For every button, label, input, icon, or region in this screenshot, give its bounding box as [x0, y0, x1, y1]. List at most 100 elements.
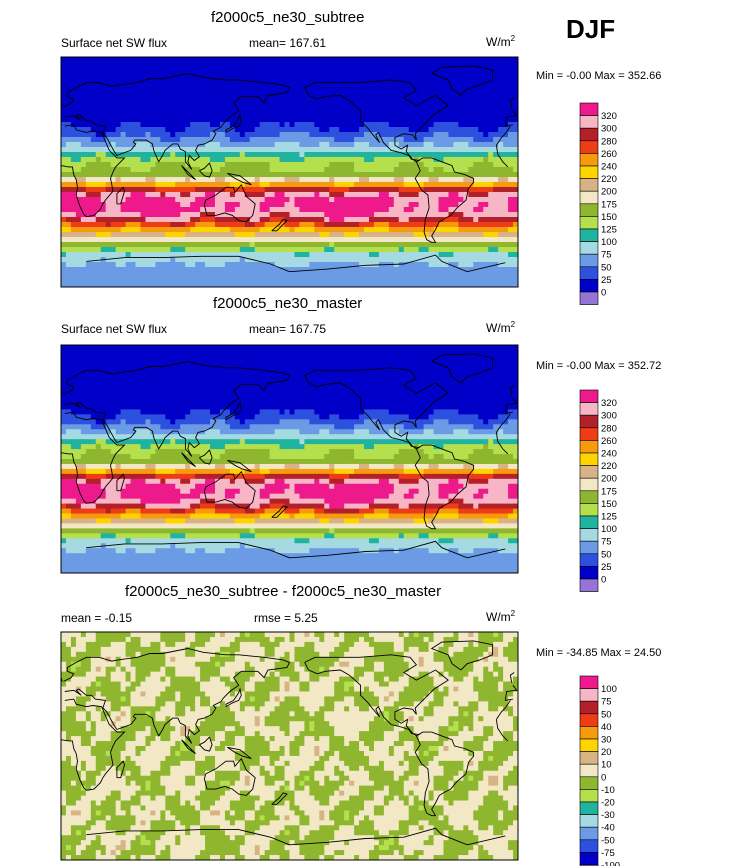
heatmap-cell [95, 107, 102, 113]
heatmap-cell [349, 97, 355, 103]
heatmap-cell [254, 262, 261, 268]
heatmap-cell [294, 247, 301, 253]
heatmap-cell [239, 172, 246, 178]
heatmap-cell [95, 252, 102, 258]
heatmap-cell [294, 152, 301, 158]
heatmap-cell [65, 217, 72, 223]
heatmap-cell [319, 107, 325, 113]
heatmap-cell [200, 359, 206, 366]
heatmap-cell [110, 364, 117, 371]
heatmap-cell [61, 82, 67, 88]
heatmap-cell [130, 282, 137, 287]
heatmap-cell [150, 349, 156, 356]
heatmap-cell [393, 227, 400, 233]
heatmap-cell [334, 107, 340, 113]
heatmap-cell [438, 217, 445, 223]
heatmap-cell [483, 167, 489, 173]
heatmap-cell [170, 132, 176, 138]
heatmap-cell [125, 379, 132, 386]
heatmap-cell [145, 62, 152, 68]
heatmap-cell [413, 62, 420, 68]
heatmap-cell [354, 187, 360, 193]
heatmap-cell [264, 62, 271, 68]
heatmap-cell [488, 237, 494, 243]
heatmap-cell [210, 282, 216, 287]
heatmap-cell [269, 207, 276, 213]
heatmap-cell [244, 192, 251, 198]
heatmap-cell [413, 242, 420, 248]
heatmap-cell [185, 152, 191, 158]
heatmap-cell [493, 167, 499, 173]
heatmap-cell [423, 282, 430, 287]
heatmap-cell [433, 349, 440, 356]
heatmap-cell [473, 162, 479, 168]
heatmap-cell [205, 354, 211, 361]
heatmap-cell [493, 177, 499, 183]
heatmap-cell [428, 262, 435, 268]
heatmap-cell [195, 217, 201, 223]
heatmap-cell [319, 217, 325, 223]
heatmap-cell [463, 102, 469, 108]
heatmap-cell [75, 217, 82, 223]
heatmap-cell [483, 267, 489, 273]
heatmap-cell [359, 237, 365, 243]
heatmap-cell [314, 364, 320, 371]
heatmap-cell [190, 142, 196, 148]
heatmap-cell [354, 237, 360, 243]
heatmap-cell [319, 187, 325, 193]
heatmap-cell [423, 152, 430, 158]
heatmap-cell [473, 207, 479, 213]
heatmap-cell [150, 277, 156, 283]
heatmap-cell [105, 207, 112, 213]
heatmap-cell [75, 192, 82, 198]
heatmap-cell [294, 72, 301, 78]
heatmap-cell [214, 132, 221, 138]
heatmap-cell [175, 374, 181, 381]
heatmap-cell [140, 217, 147, 223]
heatmap-cell [299, 67, 305, 73]
heatmap-cell [433, 62, 440, 68]
heatmap-cell [135, 87, 142, 93]
heatmap-cell [195, 177, 201, 183]
heatmap-cell [120, 87, 127, 93]
heatmap-cell [309, 122, 315, 128]
heatmap-cell [398, 192, 405, 198]
heatmap-cell [254, 162, 261, 168]
heatmap-cell [463, 202, 469, 208]
heatmap-cell [408, 242, 415, 248]
heatmap-cell [70, 187, 77, 193]
heatmap-cell [254, 277, 261, 283]
heatmap-cell [299, 242, 305, 248]
heatmap-cell [244, 282, 251, 287]
heatmap-cell [438, 72, 445, 78]
heatmap-cell [165, 177, 171, 183]
heatmap-cell [284, 142, 291, 148]
heatmap-cell [205, 152, 211, 158]
heatmap-cell [299, 379, 305, 386]
heatmap-cell [383, 112, 390, 118]
heatmap-cell [364, 137, 370, 143]
heatmap-cell [294, 262, 301, 268]
heatmap-cell [418, 252, 425, 258]
heatmap-cell [175, 257, 181, 263]
heatmap-cell [239, 202, 246, 208]
heatmap-cell [443, 97, 450, 103]
heatmap-cell [234, 157, 241, 163]
heatmap-cell [249, 97, 256, 103]
heatmap-cell [393, 354, 400, 361]
heatmap-cell [334, 172, 340, 178]
heatmap-cell [453, 217, 459, 223]
heatmap-cell [398, 172, 405, 178]
heatmap-cell [408, 137, 415, 143]
heatmap-cell [130, 374, 137, 381]
heatmap-cell [304, 137, 310, 143]
heatmap-cell [339, 197, 345, 203]
heatmap-cell [314, 147, 320, 153]
heatmap-cell [463, 107, 469, 113]
heatmap-cell [493, 142, 499, 148]
heatmap-cell [329, 112, 335, 118]
heatmap-cell [359, 257, 365, 263]
heatmap-cell [135, 379, 142, 386]
heatmap-cell [473, 237, 479, 243]
heatmap-cell [80, 87, 87, 93]
